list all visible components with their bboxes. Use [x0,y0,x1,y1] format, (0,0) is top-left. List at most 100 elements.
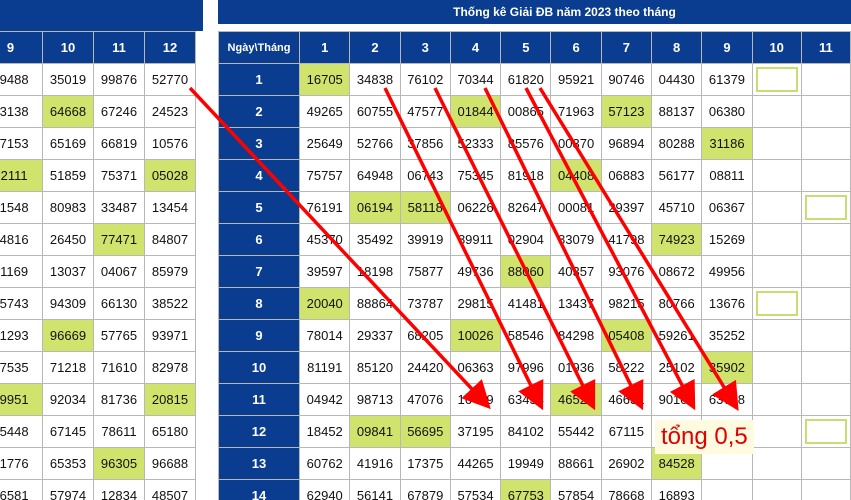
number-cell: 35019 [42,63,94,96]
number-cell [800,223,851,256]
number-cell: 16705 [299,63,351,96]
number-cell: 37856 [399,127,451,160]
number-cell: 55442 [550,415,602,448]
number-cell: 18452 [299,415,351,448]
number-cell: 71218 [42,351,94,384]
number-cell: 84298 [550,319,602,352]
month-header: 10 [751,31,802,64]
number-cell: 52333 [449,127,502,160]
number-cell [800,63,851,96]
number-cell: 62940 [299,479,351,500]
number-cell: 47153 [0,127,43,160]
table-title: Thống kê Giải ĐB năm 2023 theo tháng [218,0,851,25]
number-cell [751,415,802,448]
number-cell: 06363 [449,351,502,384]
number-cell: 96305 [93,447,145,480]
number-cell [800,191,851,224]
number-cell: 10026 [449,319,502,352]
number-cell: 57974 [42,479,94,500]
number-cell: 01548 [0,191,43,224]
table-row: 99951920348173620815 [0,383,196,416]
number-cell [751,127,802,160]
table-row: 11 04942 98713 47076 16439 63434 46520 46631 901… [218,383,851,416]
table-row: 1 16705 34838 76102 70344 61820 95921 90746 0443… [218,63,851,96]
number-cell: 47076 [399,383,451,416]
number-cell: 01844 [449,95,502,128]
number-cell: 13454 [144,191,196,224]
number-cell [800,479,851,500]
month-header: 2 [349,31,401,64]
number-cell: 29397 [600,191,653,224]
number-cell [800,159,851,192]
number-cell: 88137 [651,95,703,128]
number-cell: 31186 [701,127,753,160]
number-cell: 35252 [701,319,753,352]
number-cell: 41481 [500,287,552,320]
number-cell: 06743 [399,159,451,192]
number-cell: 24420 [399,351,451,384]
table-row: 9 78014 29337 68205 10026 58546 84298 05408 5926… [218,319,851,352]
number-cell: 05028 [144,159,196,192]
number-cell: 68205 [399,319,451,352]
number-cell: 98713 [349,383,401,416]
number-cell [751,95,802,128]
number-cell: 81736 [93,383,145,416]
table-row: 4 75757 64948 06743 75345 81918 04408 06883 5617… [218,159,851,192]
number-cell: 82978 [144,351,196,384]
number-cell [751,351,802,384]
number-cell: 09841 [349,415,401,448]
number-cell: 56581 [0,479,43,500]
number-cell: 51859 [42,159,94,192]
number-cell: 69488 [0,63,43,96]
number-cell [800,95,851,128]
month-header: 6 [550,31,602,64]
number-cell: 57854 [550,479,602,500]
day-header: 13 [218,447,301,480]
number-cell: 49265 [299,95,351,128]
day-header: 14 [218,479,301,500]
table-row: 51169130370406785979 [0,255,196,288]
number-cell: 44265 [449,447,502,480]
number-cell: 39597 [299,255,351,288]
number-cell: 08811 [701,159,753,192]
table-row: 1218452098415669537195841025544267115068… [218,415,851,448]
empty-input-box [804,419,847,444]
number-cell: 95921 [550,63,602,96]
number-cell: 75757 [299,159,351,192]
number-cell: 06226 [449,191,502,224]
number-cell: 34838 [349,63,401,96]
number-cell: 02904 [500,223,552,256]
number-cell: 37195 [449,415,502,448]
number-cell: 51169 [0,255,43,288]
number-cell: 65169 [42,127,94,160]
number-cell: 13037 [42,255,94,288]
table-row: 10 81191 85120 24420 06363 97996 01936 58222 251… [218,351,851,384]
number-cell: 93076 [600,255,653,288]
number-cell: 88864 [349,287,401,320]
number-cell: 76102 [399,63,451,96]
number-cell: 57123 [600,95,653,128]
number-cell: 96688 [144,447,196,480]
number-cell: 93971 [144,319,196,352]
day-header: 12 [218,415,301,448]
month-header: 9 [701,31,753,64]
number-cell: 63434 [500,383,552,416]
number-cell: 41798 [600,223,653,256]
number-cell: 64948 [349,159,401,192]
number-cell: 13437 [550,287,602,320]
number-cell: 78611 [93,415,145,448]
number-cell: 85120 [349,351,401,384]
number-cell: 80288 [651,127,703,160]
table-row: 5 76191 06194 58118 06226 82647 00081 29397 4571… [218,191,851,224]
number-cell: 81191 [299,351,351,384]
number-cell: 15269 [701,223,753,256]
number-cell [800,351,851,384]
day-header: 11 [218,383,301,416]
right-stat-table: Ngày\Tháng 1 2 3 4 5 6 7 8 9 10 11 1 16705 34838 7610… [218,31,851,500]
number-cell: 75345 [449,159,502,192]
empty-input-box [755,291,798,316]
number-cell: 13676 [701,287,753,320]
